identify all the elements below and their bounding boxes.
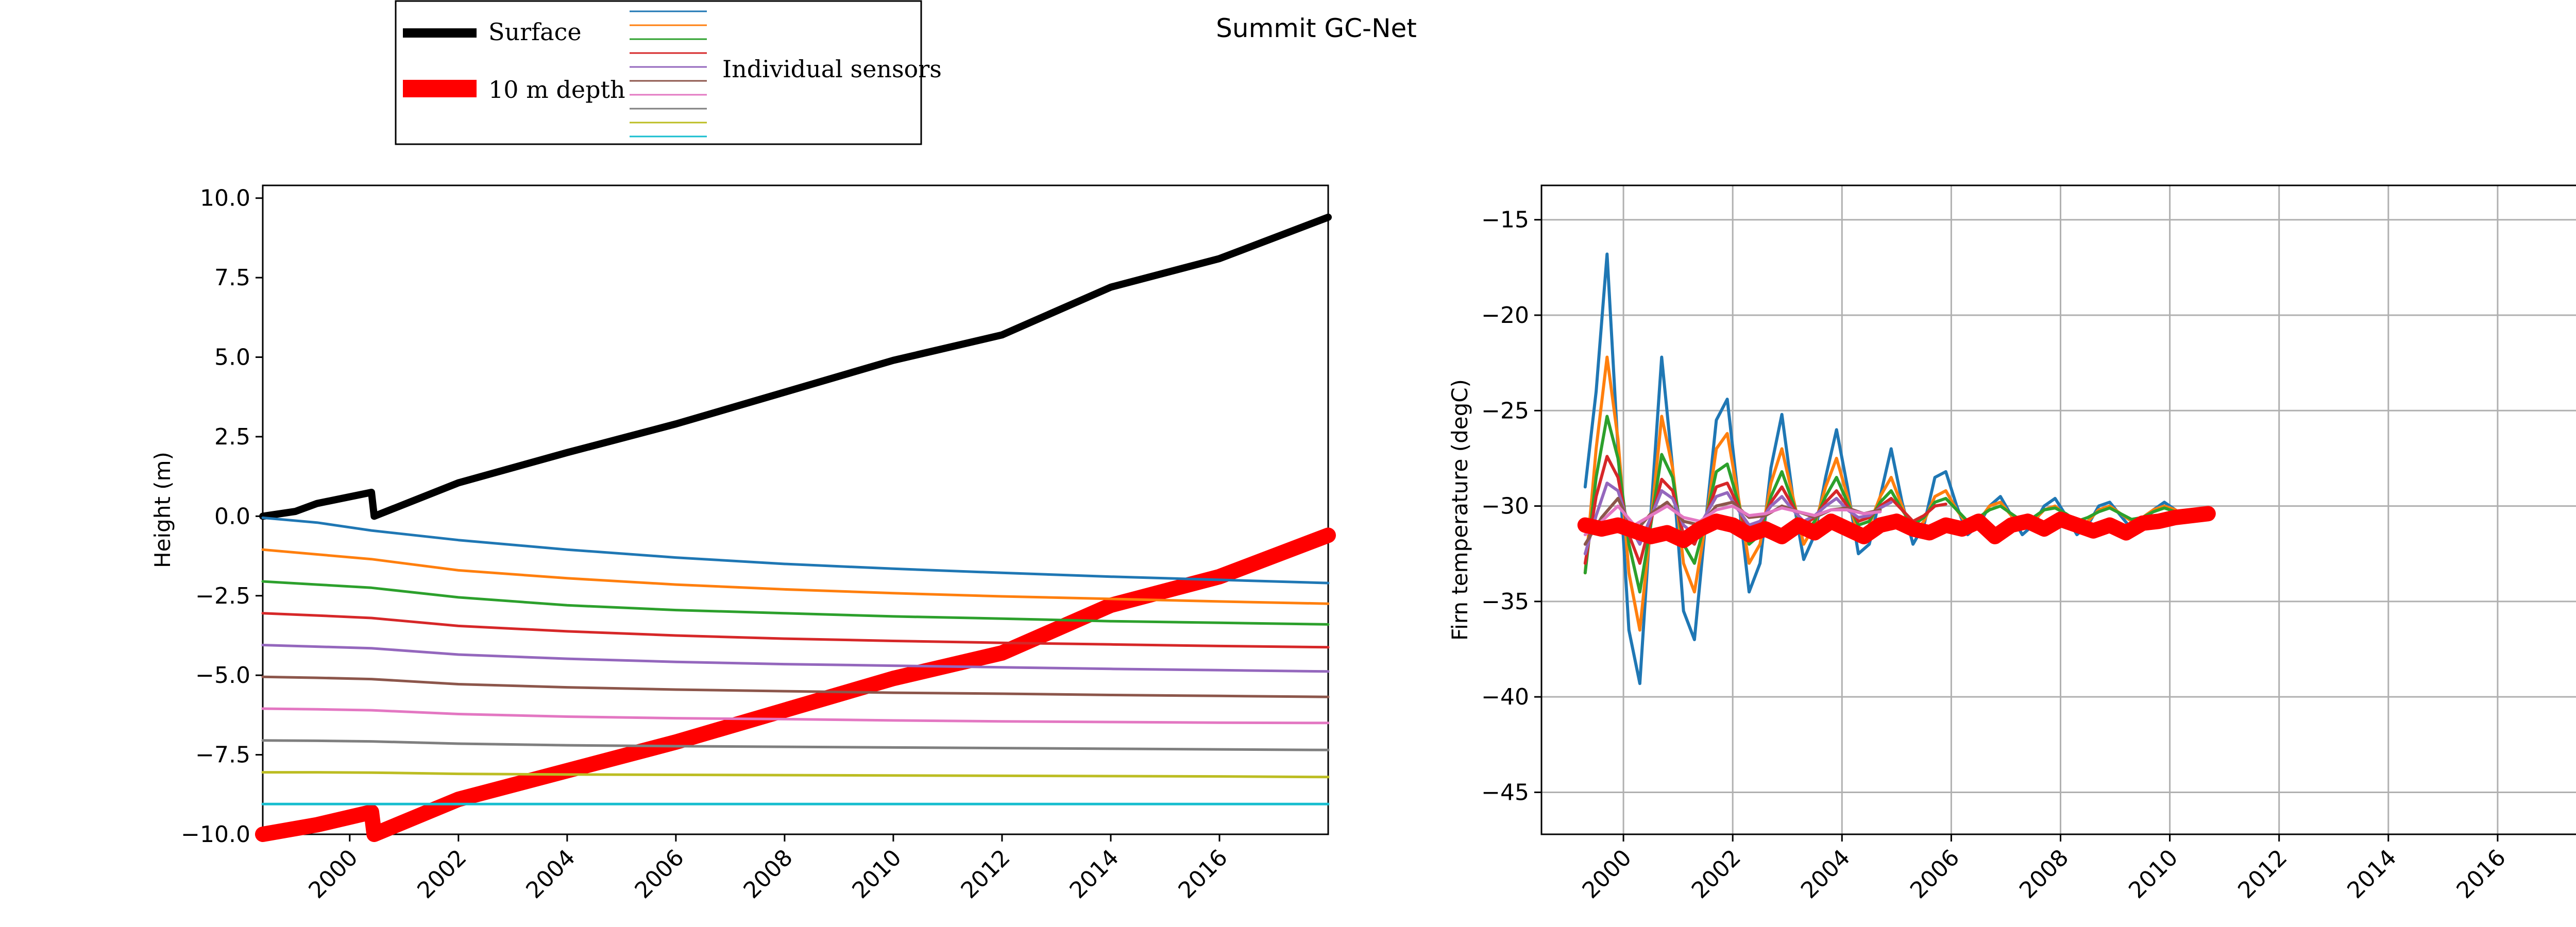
figure-title: Summit GC-Net — [1216, 13, 1417, 43]
legend-label-surface: Surface — [488, 18, 582, 46]
temperature-xtick-label: 2014 — [2342, 845, 2401, 904]
height-ytick-label: 0.0 — [214, 503, 250, 529]
legend-label-10m-depth: 10 m depth — [488, 76, 625, 104]
height-ytick-label: 5.0 — [214, 345, 250, 371]
height-ytick-label: −10.0 — [181, 821, 250, 848]
temperature-xtick-label: 2000 — [1578, 845, 1637, 904]
height-y-axis: 10.0 7.5 5.0 2.5 0.0 −2.5 −5.0 −7.5 −10.0 — [181, 185, 263, 848]
height-panel: Height (m) 10.0 7.5 5.0 2.5 0.0 −2.5 −5.0 −7.5 −… — [150, 184, 1336, 904]
temperature-ytick-label: −20 — [1481, 302, 1529, 329]
height-depth-10m-line — [255, 527, 1336, 842]
temperature-x-axis: 2000 2002 2004 2006 2008 2010 2012 2014 2016 — [1578, 834, 2511, 904]
temperature-xtick-label: 2008 — [2014, 845, 2074, 904]
height-plot-frame — [262, 184, 1329, 835]
height-xtick-label: 2010 — [847, 845, 906, 904]
height-series — [255, 213, 1336, 842]
temperature-series — [1577, 252, 2216, 685]
height-xtick-label: 2004 — [521, 845, 580, 904]
height-sensor-line — [261, 707, 1330, 725]
height-ytick-label: 10.0 — [200, 185, 250, 212]
height-xtick-label: 2012 — [956, 845, 1015, 904]
temperature-plot-frame — [1540, 184, 2576, 835]
height-ytick-label: 2.5 — [214, 424, 250, 450]
height-surface-line — [259, 213, 1332, 520]
height-sensor-line — [261, 580, 1330, 626]
height-xtick-label: 2002 — [412, 845, 471, 904]
height-xtick-label: 2008 — [738, 845, 798, 904]
temperature-ytick-label: −45 — [1481, 779, 1529, 805]
height-sensor-line — [261, 612, 1330, 649]
legend-sensor-swatches — [630, 10, 707, 138]
temperature-grid — [1541, 185, 2576, 834]
height-ytick-label: −2.5 — [195, 583, 250, 609]
temperature-xtick-label: 2006 — [1905, 845, 1964, 904]
height-x-axis: 2000 2002 2004 2006 2008 2010 2012 2014 2016 — [303, 834, 1233, 904]
height-sensor-line — [261, 516, 1330, 585]
height-sensor-line — [261, 644, 1330, 673]
temperature-ytick-label: −15 — [1481, 207, 1529, 233]
height-xtick-label: 2016 — [1174, 845, 1233, 904]
legend-label-sensors: Individual sensors — [722, 55, 942, 83]
height-xtick-label: 2014 — [1064, 845, 1124, 904]
temperature-xtick-label: 2016 — [2451, 845, 2511, 904]
height-sensor-line — [261, 771, 1330, 779]
temperature-xtick-label: 2012 — [2233, 845, 2292, 904]
height-ytick-label: −5.0 — [195, 662, 250, 689]
height-ytick-label: −7.5 — [195, 742, 250, 768]
temperature-ytick-label: −25 — [1481, 398, 1529, 424]
temperature-panel: Firn temperature (degC) −15−20−25−30−35−… — [1447, 184, 2576, 904]
temperature-ytick-label: −40 — [1481, 684, 1529, 710]
temperature-ytick-label: −35 — [1481, 589, 1529, 615]
temperature-sensor-line — [1583, 252, 2210, 685]
temperature-xtick-label: 2002 — [1687, 845, 1746, 904]
legend: Surface 10 m depth Individual sensors — [395, 0, 942, 145]
temperature-xtick-label: 2004 — [1796, 845, 1855, 904]
temperature-sensor-line — [1583, 415, 2210, 594]
height-xtick-label: 2006 — [630, 845, 689, 904]
temperature-depth-10m-line — [1577, 506, 2216, 548]
height-sensor-line — [261, 548, 1330, 605]
temperature-y-axis: −15 −20 −25 −30 −35 −40 −45 — [1481, 207, 1541, 805]
temperature-sensor-line — [1583, 355, 2210, 632]
temperature-ytick-label: −30 — [1481, 493, 1529, 520]
temperature-xtick-label: 2010 — [2124, 845, 2183, 904]
height-xtick-label: 2000 — [303, 845, 363, 904]
height-sensor-line — [261, 739, 1330, 751]
height-ytick-label: 7.5 — [214, 265, 250, 291]
height-ylabel: Height (m) — [150, 452, 175, 568]
temperature-ylabel: Firn temperature (degC) — [1447, 379, 1472, 641]
height-sensor-line — [261, 675, 1330, 698]
